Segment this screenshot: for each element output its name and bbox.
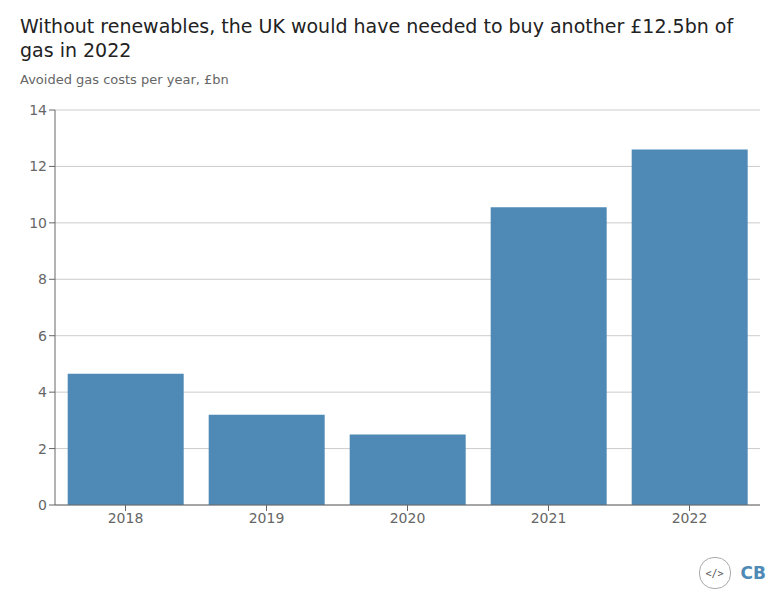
svg-text:8: 8 [38,271,47,287]
svg-text:6: 6 [38,328,47,344]
svg-text:12: 12 [29,158,47,174]
svg-text:0: 0 [38,497,47,513]
svg-text:2019: 2019 [249,510,285,526]
html-text:CB: CB [740,563,766,583]
svg-text:2020: 2020 [390,510,426,526]
svg-text:2018: 2018 [108,510,144,526]
html-text:Without renewables, the UK wou: Without renewables, the UK would have ne… [20,15,734,61]
svg-text:2022: 2022 [672,510,708,526]
svg-text:10: 10 [29,215,47,231]
svg-text:2: 2 [38,441,47,457]
svg-text:14: 14 [29,102,47,118]
html-text:Avoided gas costs per year, £b: Avoided gas costs per year, £bn [20,72,229,87]
svg-text:2021: 2021 [531,510,567,526]
svg-text:4: 4 [38,384,47,400]
